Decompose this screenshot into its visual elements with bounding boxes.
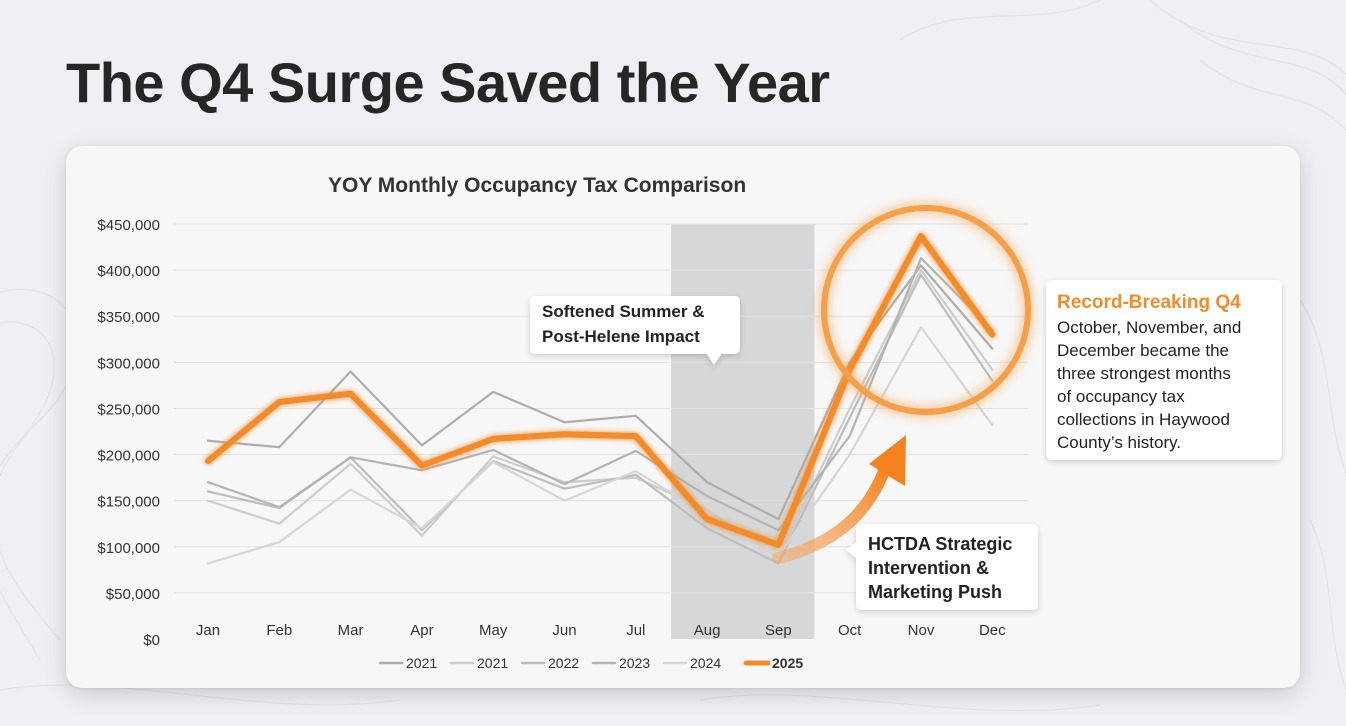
y-tick-label: $250,000 (97, 401, 160, 418)
legend-label: 2023 (619, 655, 650, 671)
y-tick-label: $300,000 (97, 355, 160, 372)
x-tick-label: Jun (552, 622, 576, 639)
legend-label: 2025 (772, 655, 803, 671)
summer-callout-line1: Softened Summer & (542, 302, 704, 321)
legend-label: 2021 (477, 655, 508, 671)
record-callout (1046, 280, 1282, 460)
record-callout-line: of occupancy tax (1057, 387, 1185, 406)
x-tick-label: Nov (908, 622, 935, 639)
intervention-callout-line3: Marketing Push (868, 582, 1002, 602)
page-title: The Q4 Surge Saved the Year (66, 51, 830, 114)
record-callout-line: collections in Haywood (1057, 410, 1230, 429)
y-tick-label: $0 (143, 632, 160, 649)
record-callout-line: December became the (1057, 341, 1229, 360)
legend-label: 2021 (406, 655, 437, 671)
x-tick-label: Aug (694, 622, 721, 639)
series-line-2024-4 (206, 326, 994, 565)
intervention-callout-line2: Intervention & (868, 558, 989, 578)
summer-impact-callout (530, 296, 740, 365)
x-tick-label: Oct (838, 622, 862, 639)
series-line-2023-3 (206, 257, 994, 532)
record-highlight-circle (821, 205, 1031, 415)
record-callout-line: three strongest months (1057, 364, 1231, 383)
y-tick-label: $450,000 (97, 217, 160, 234)
summer-callout-line2: Post-Helene Impact (542, 327, 700, 346)
y-tick-label: $100,000 (97, 540, 160, 557)
intervention-arrow-shaft (772, 460, 892, 564)
occupancy-tax-chart: $0 $50,000 $100,000 $150,000 $200,000 $250,00… (97, 174, 1282, 671)
legend-label: 2024 (690, 655, 721, 671)
x-tick-label: Sep (765, 622, 792, 639)
x-tick-label: Dec (979, 622, 1006, 639)
x-tick-label: Feb (266, 622, 292, 639)
y-tick-label: $400,000 (97, 263, 160, 280)
y-tick-label: $350,000 (97, 309, 160, 326)
x-tick-label: Apr (410, 622, 433, 639)
chart-card: $0 $50,000 $100,000 $150,000 $200,000 $250,00… (66, 146, 1300, 688)
intervention-callout-line1: HCTDA Strategic (868, 534, 1012, 554)
y-tick-label: $150,000 (97, 494, 160, 511)
x-tick-label: May (479, 622, 508, 639)
series-line-2025 (205, 232, 996, 548)
y-tick-label: $50,000 (106, 586, 160, 603)
x-tick-label: Mar (338, 622, 364, 639)
intervention-arrow-head (869, 435, 906, 486)
record-callout-line: October, November, and (1057, 318, 1241, 337)
y-tick-label: $200,000 (97, 448, 160, 465)
x-tick-label: Jan (196, 622, 220, 639)
legend-label: 2022 (548, 655, 579, 671)
intervention-callout (846, 524, 1038, 610)
aug-sep-shaded-band (671, 224, 815, 639)
record-callout-line: County’s history. (1057, 433, 1181, 452)
chart-title: YOY Monthly Occupancy Tax Comparison (328, 174, 746, 197)
x-tick-label: Jul (626, 622, 645, 639)
record-callout-title: Record-Breaking Q4 (1057, 292, 1241, 313)
